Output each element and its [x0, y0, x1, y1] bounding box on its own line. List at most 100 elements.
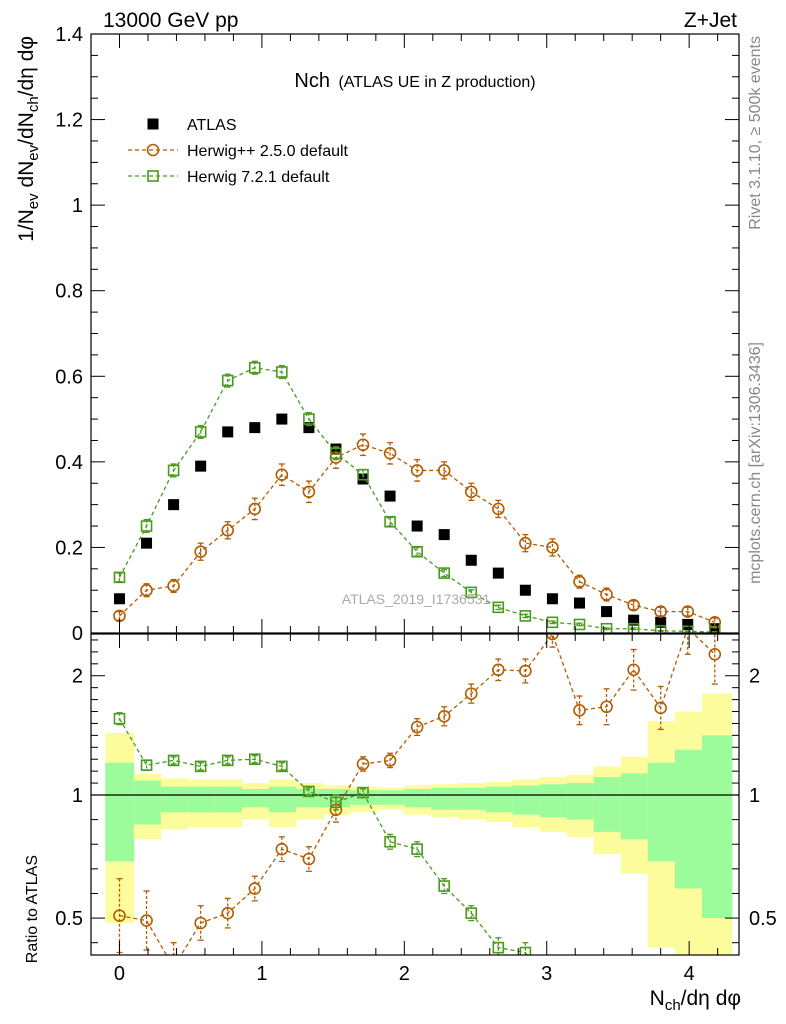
main-title-sub: (ATLAS UE in Z production) — [338, 74, 535, 91]
ratio-point-1 — [465, 907, 478, 919]
y-tick-label: 0.6 — [55, 366, 83, 388]
ratio-inner-band — [701, 735, 733, 919]
legend-label: Herwig 7.2.1 default — [187, 169, 330, 186]
watermark: ATLAS_2019_I1736531 — [342, 591, 491, 607]
ratio-point-1 — [519, 946, 532, 955]
ratio-point-0 — [383, 754, 397, 767]
ratio-inner-band — [241, 789, 270, 808]
main-panel: 0 0.2 0.4 0.6 0.8 1 1.2 1.4 Nch (ATLAS UE in Z … — [55, 24, 740, 645]
y-axis-title-part4: /dη dφ — [15, 36, 38, 96]
data-point-2 — [600, 622, 613, 633]
ratio-point-0 — [329, 803, 343, 817]
data-point-1 — [573, 575, 586, 588]
data-point-1 — [654, 605, 667, 618]
ratio-inner-band — [593, 777, 622, 832]
ratio-point-1 — [492, 941, 505, 954]
y-axis-title-part3: /dN — [15, 112, 38, 145]
y-tick-label: 1.4 — [55, 24, 83, 46]
ratio-inner-band — [566, 783, 595, 820]
ratio-inner-band — [404, 789, 432, 808]
data-point-0 — [519, 584, 531, 596]
data-point-1 — [194, 545, 207, 559]
x-axis-title-sub: ch — [665, 997, 681, 1014]
ratio-point-1 — [140, 759, 153, 771]
collision-energy-label: 13000 GeV pp — [103, 9, 238, 32]
ratio-point-0 — [168, 962, 179, 973]
x-tick-label: 4 — [684, 963, 695, 985]
data-point-1 — [302, 485, 316, 499]
data-point-2 — [708, 626, 721, 633]
y-tick-label: 0.2 — [55, 537, 83, 559]
data-point-2 — [248, 361, 261, 374]
data-point-2 — [113, 571, 126, 584]
ratio-point-1 — [547, 987, 557, 997]
data-point-1 — [140, 583, 153, 597]
ratio-point-0 — [654, 701, 667, 715]
ratio-point-0 — [546, 634, 559, 641]
data-point-0 — [411, 520, 423, 532]
y-axis-title-sub3: ch — [25, 96, 42, 112]
data-point-2 — [627, 622, 640, 633]
ratio-point-0 — [248, 882, 262, 895]
data-point-1 — [681, 605, 695, 618]
data-point-2 — [167, 464, 180, 477]
ratio-point-0 — [464, 687, 478, 700]
data-point-2 — [492, 601, 505, 614]
data-point-2 — [438, 567, 450, 579]
x-tick-label: 0 — [114, 963, 125, 985]
x-tick-label: 1 — [256, 963, 267, 985]
data-point-0 — [168, 499, 180, 511]
data-point-0 — [682, 618, 694, 630]
main-title: Nch (ATLAS UE in Z production) — [294, 70, 535, 92]
ratio-series-line-1 — [118, 718, 528, 955]
y-tick-label: 1 — [72, 195, 83, 217]
data-point-0 — [573, 597, 585, 609]
ratio-point-1 — [602, 1012, 612, 1022]
ratio-point-0 — [113, 909, 126, 922]
ratio-point-0 — [708, 647, 722, 661]
data-point-2 — [654, 625, 667, 633]
data-point-1 — [221, 524, 235, 537]
ratio-point-1 — [113, 712, 126, 725]
data-point-1 — [519, 536, 532, 550]
ratio-point-0 — [194, 916, 207, 930]
ratio-inner-band — [485, 786, 514, 813]
data-point-0 — [195, 460, 207, 472]
x-tick-label: 3 — [541, 963, 552, 985]
ratio-point-0 — [302, 852, 316, 866]
data-point-2 — [384, 515, 396, 528]
ratio-y-tick-label: 0.5 — [55, 908, 83, 930]
ratio-point-0 — [519, 664, 532, 678]
y-tick-label: 1.2 — [55, 110, 83, 132]
ratio-inner-band — [133, 780, 162, 825]
ratio-point-0 — [356, 757, 370, 771]
data-point-2 — [357, 468, 369, 481]
rivet-label: Rivet 3.1.10, ≥ 500k events — [747, 36, 764, 230]
data-point-0 — [249, 422, 261, 434]
data-point-2 — [546, 616, 559, 629]
ratio-point-0 — [627, 663, 640, 677]
ratio-inner-band — [431, 787, 459, 810]
ratio-point-1 — [411, 843, 423, 855]
data-point-0 — [276, 413, 288, 425]
ratio-inner-band — [214, 786, 243, 813]
data-point-1 — [248, 502, 262, 516]
ratio-inner-band — [187, 786, 216, 813]
data-point-0 — [113, 593, 125, 605]
ratio-inner-band — [105, 762, 135, 862]
ratio-point-0 — [600, 700, 613, 714]
data-point-1 — [410, 464, 424, 477]
legend-marker — [147, 118, 159, 130]
data-point-2 — [276, 366, 288, 378]
ratio-point-0 — [410, 720, 424, 734]
ratio-inner-band — [512, 785, 541, 815]
data-point-1 — [546, 541, 559, 554]
ratio-inner-band — [458, 787, 486, 810]
data-point-2 — [681, 625, 694, 633]
y-tick-label: 0.8 — [55, 281, 83, 303]
data-point-0 — [601, 606, 613, 618]
data-point-1 — [492, 502, 505, 516]
data-point-2 — [221, 374, 234, 387]
y-tick-label: 0.4 — [55, 452, 83, 474]
